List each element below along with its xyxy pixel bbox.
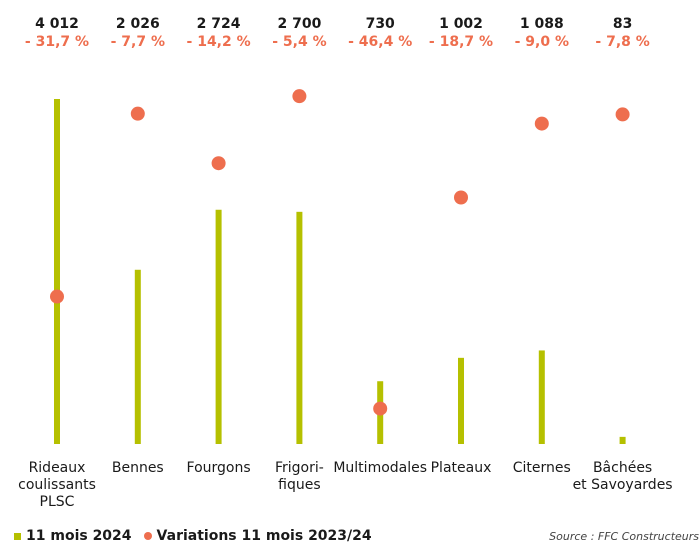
variation-dot — [454, 190, 468, 205]
bar — [54, 99, 60, 444]
variation-dot — [211, 156, 226, 171]
source-note: Source : FFC Constructeurs — [549, 530, 699, 543]
legend-bar-label: 11 mois 2024 — [26, 528, 132, 544]
variation-label: - 9,0 % — [515, 34, 569, 50]
category-label: Rideaux — [29, 460, 86, 476]
bar — [134, 269, 141, 444]
bar — [619, 436, 626, 444]
variation-dot — [130, 106, 145, 121]
variation-dot — [373, 401, 388, 416]
legend-bar-swatch — [14, 532, 21, 540]
category-label: Fourgons — [187, 460, 251, 476]
category-label: Bâchées — [593, 460, 652, 476]
category-label: Citernes — [513, 460, 571, 476]
variation-label: - 18,7 % — [429, 34, 493, 50]
category-label: coulissants — [18, 477, 96, 493]
bar — [296, 211, 303, 444]
legend: 11 mois 2024 Variations 11 mois 2023/24 — [14, 528, 372, 544]
variation-label: - 7,7 % — [111, 34, 165, 50]
variation-dot — [534, 116, 549, 131]
variation-label: - 5,4 % — [272, 34, 326, 50]
bar — [215, 209, 222, 444]
legend-dot-label: Variations 11 mois 2023/24 — [156, 528, 372, 544]
variation-label: - 14,2 % — [187, 34, 251, 50]
bar — [538, 350, 545, 444]
value-label: 730 — [366, 16, 395, 32]
category-label: et Savoyardes — [573, 477, 673, 493]
variation-label: - 7,8 % — [595, 34, 649, 50]
variation-label: - 46,4 % — [348, 34, 412, 50]
value-label: 83 — [613, 16, 632, 32]
category-label: Multimodales — [333, 460, 427, 476]
bar — [458, 357, 464, 444]
value-label: 1 088 — [520, 16, 564, 32]
value-label: 4 012 — [35, 16, 79, 32]
value-label: 1 002 — [439, 16, 483, 32]
category-label: Bennes — [112, 460, 164, 476]
category-label: fiques — [278, 477, 321, 493]
variation-dot — [615, 107, 630, 122]
category-label: PLSC — [40, 494, 75, 510]
value-label: 2 700 — [277, 16, 321, 32]
variation-dot — [292, 89, 307, 104]
variation-label: - 31,7 % — [25, 34, 89, 50]
category-label: Plateaux — [431, 460, 492, 476]
value-label: 2 026 — [116, 16, 160, 32]
variation-dot — [50, 289, 64, 304]
category-label: Frigori- — [275, 460, 324, 476]
value-label: 2 724 — [197, 16, 241, 32]
legend-dot-swatch — [143, 532, 152, 540]
